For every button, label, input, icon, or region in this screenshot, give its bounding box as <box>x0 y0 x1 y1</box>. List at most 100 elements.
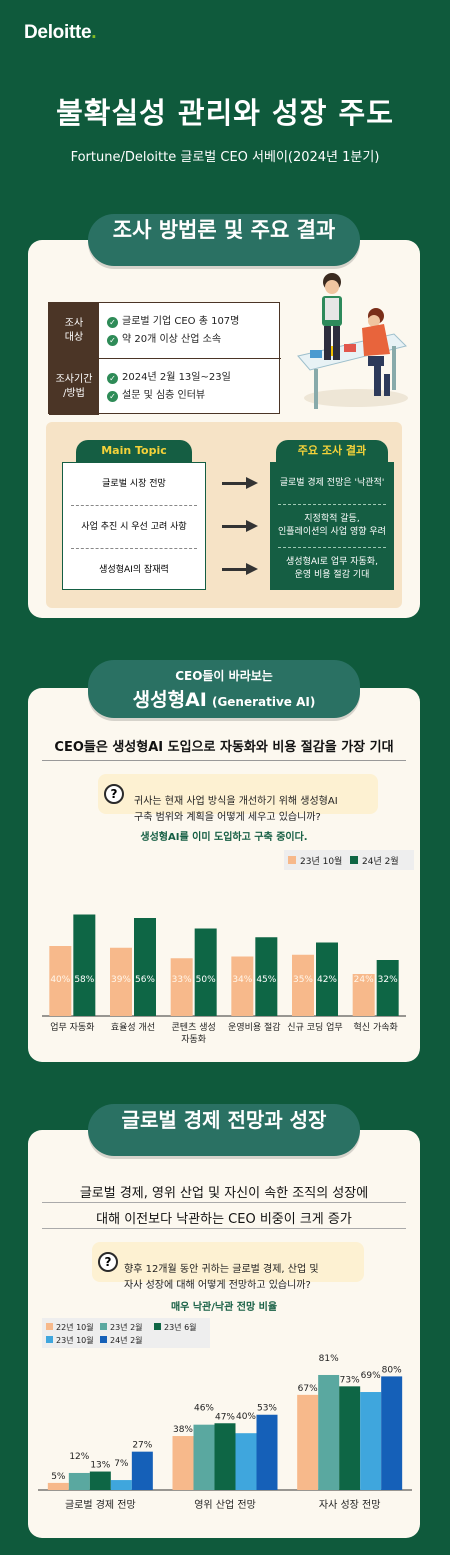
legend-swatch <box>46 1323 53 1330</box>
survey-period-row: 조사기간 /방법 ✓ 2024년 2월 13일~23일 ✓ 설문 및 심층 인터뷰 <box>49 359 281 415</box>
economy-question-bubble: 향후 12개월 동안 귀하는 글로벌 경제, 산업 및 자사 성장에 대해 어떻… <box>92 1242 364 1291</box>
bar <box>318 1374 340 1490</box>
bar <box>131 1451 153 1490</box>
data-label: 12% <box>69 1452 89 1462</box>
category-label: 자동화 <box>181 1034 206 1045</box>
genai-card: CEO들이 바라보는 생성형AI (Generative AI) CEO들은 생… <box>28 660 420 1062</box>
economy-headline-2: 대해 이전보다 낙관하는 CEO 비중이 크게 증가 <box>96 1212 352 1227</box>
data-label: 24% <box>354 975 374 985</box>
bar <box>381 1376 403 1490</box>
data-label: 38% <box>173 1425 193 1435</box>
bar <box>110 1480 132 1490</box>
survey-target-row: 조사 대상 ✓ 글로벌 기업 CEO 총 107명 ✓ 약 20개 이상 산업 소속 <box>49 303 281 359</box>
survey-period-label: 조사기간 /방법 <box>49 359 99 415</box>
check-icon: ✓ <box>107 335 118 346</box>
legend-swatch <box>288 856 296 864</box>
bar <box>352 974 375 1016</box>
data-label: 81% <box>319 1354 339 1364</box>
legend-swatch <box>100 1336 107 1343</box>
main-topic-list: 글로벌 시장 전망 사업 추진 시 우선 고려 사항 생성형AI의 잠재력 <box>62 462 206 590</box>
bar <box>214 1423 236 1490</box>
divider <box>278 547 386 548</box>
bar <box>297 1394 319 1490</box>
legend-label: 23년 10월 <box>300 855 342 867</box>
legend-label: 24년 2월 <box>110 1335 143 1345</box>
topic-result-box: Main Topic 주요 조사 결과 글로벌 시장 전망 사업 추진 시 우선… <box>46 422 402 608</box>
topic-item: 사업 추진 시 우선 고려 사항 <box>81 521 187 532</box>
genai-bar-chart: 23년 10월 24년 2월 40% 58% 업무 자동화 39% 56% 효율성 개선 33%… <box>42 850 414 1045</box>
bar <box>193 1424 215 1490</box>
legend-label: 24년 2월 <box>362 855 399 867</box>
arrow-icon <box>222 477 260 489</box>
data-label: 13% <box>90 1461 110 1471</box>
survey-target-lines: ✓ 글로벌 기업 CEO 총 107명 ✓ 약 20개 이상 산업 소속 <box>107 313 239 349</box>
category-label: 업무 자동화 <box>50 1022 94 1033</box>
legend-bg <box>284 850 414 870</box>
bar <box>316 942 338 1016</box>
data-label: 40% <box>50 975 70 985</box>
bar <box>172 1436 194 1490</box>
methodology-pill: 조사 방법론 및 주요 결과 <box>88 214 360 266</box>
data-label: 47% <box>215 1412 235 1422</box>
data-label: 27% <box>132 1441 152 1451</box>
data-label: 42% <box>317 975 337 985</box>
divider <box>278 504 386 505</box>
check-icon: ✓ <box>107 391 118 402</box>
economy-headline-rule <box>42 1202 406 1203</box>
data-label: 58% <box>74 975 94 985</box>
bar <box>255 937 278 1016</box>
category-label: 운영비용 절감 <box>228 1021 281 1033</box>
data-label: 5% <box>51 1472 66 1482</box>
legend-swatch <box>100 1323 107 1330</box>
bar <box>256 1414 278 1490</box>
data-label: 35% <box>293 975 313 985</box>
genai-pill-en: (Generative AI) <box>211 695 316 709</box>
logo-dot: . <box>91 22 97 43</box>
info-line: ✓ 글로벌 기업 CEO 총 107명 <box>107 313 239 331</box>
topic-item: 생성형AI의 잠재력 <box>99 564 169 575</box>
bar <box>194 928 217 1016</box>
category-label: 글로벌 경제 전망 <box>65 1498 136 1511</box>
meeting-illustration <box>297 273 408 409</box>
data-label: 7% <box>114 1459 129 1469</box>
topic-item: 글로벌 시장 전망 <box>102 478 166 489</box>
arrow-icon <box>222 563 260 575</box>
data-label: 34% <box>232 975 252 985</box>
key-results-header: 주요 조사 결과 <box>276 440 388 462</box>
question-icon: ? <box>98 1252 118 1272</box>
economy-pill: 글로벌 경제 전망과 성장 <box>88 1104 360 1156</box>
data-label: 32% <box>378 975 398 985</box>
category-label: 자사 성장 전망 <box>319 1499 381 1511</box>
data-label: 50% <box>196 975 216 985</box>
deloitte-logo: Deloitte. <box>24 22 97 44</box>
bar <box>292 954 314 1016</box>
bar <box>89 1471 111 1490</box>
logo-text: Deloitte <box>24 22 92 43</box>
category-label: 영위 산업 전망 <box>194 1498 256 1511</box>
bar <box>68 1472 90 1490</box>
bar <box>47 1482 69 1490</box>
result-item: 지정학적 갈등, 인플레이션의 사업 영향 우려 <box>278 514 386 537</box>
data-label: 46% <box>194 1404 214 1414</box>
bar <box>49 946 72 1016</box>
genai-pill: CEO들이 바라보는 생성형AI (Generative AI) <box>88 660 360 718</box>
genai-pill-top: CEO들이 바라보는 <box>175 669 273 683</box>
page-title: 불확실성 관리와 성장 주도 <box>56 96 394 130</box>
info-line: ✓ 2024년 2월 13일~23일 <box>107 369 231 387</box>
info-line: ✓ 약 20개 이상 산업 소속 <box>107 331 239 349</box>
divider <box>71 505 197 506</box>
category-label: 효율성 개선 <box>111 1022 155 1033</box>
survey-target-label: 조사 대상 <box>49 303 99 359</box>
genai-pill-main: 생성형AI <box>132 689 207 711</box>
result-item: 생성형AI로 업무 자동화, 운영 비용 절감 기대 <box>286 557 378 580</box>
category-label: 혁신 가속화 <box>354 1022 398 1033</box>
genai-question-text: 귀사는 현재 사업 방식을 개선하기 위해 생성형AI 구축 범위와 계획을 어… <box>134 796 338 823</box>
main-topic-header: Main Topic <box>76 440 192 462</box>
bar <box>339 1386 361 1490</box>
info-line: ✓ 설문 및 심층 인터뷰 <box>107 387 231 405</box>
genai-question-bubble: 귀사는 현재 사업 방식을 개선하기 위해 생성형AI 구축 범위와 계획을 어… <box>98 774 378 823</box>
data-label: 73% <box>340 1375 360 1385</box>
legend-label: 23년 2월 <box>110 1322 143 1332</box>
data-label: 39% <box>111 975 131 985</box>
question-icon: ? <box>104 784 124 804</box>
